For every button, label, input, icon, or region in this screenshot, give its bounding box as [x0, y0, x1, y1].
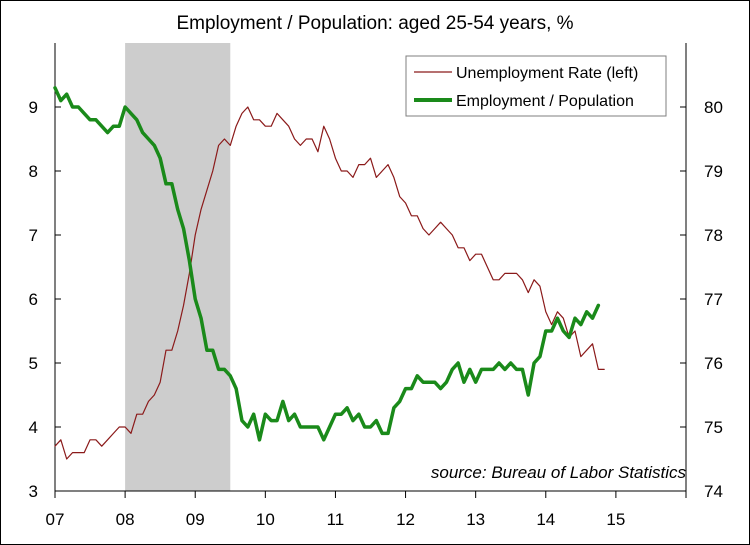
source-note: source: Bureau of Labor Statistics	[431, 463, 687, 482]
legend-label-employment: Employment / Population	[456, 93, 634, 110]
x-tick-label: 10	[256, 510, 275, 529]
left-tick-label: 7	[29, 226, 38, 245]
left-axis-ticks: 3 4 5 6 7 8 9	[29, 98, 61, 501]
axes	[54, 43, 687, 492]
x-tick-label: 12	[396, 510, 415, 529]
series-line-unemployment	[54, 106, 605, 460]
right-tick-label: 79	[704, 162, 723, 181]
right-tick-label: 78	[704, 226, 723, 245]
right-tick-label: 75	[704, 418, 723, 437]
x-tick-label: 08	[116, 510, 135, 529]
x-tick-label: 11	[327, 510, 345, 529]
right-tick-label: 80	[704, 98, 723, 117]
right-axis-ticks: 74 75 76 77 78 79 80	[680, 98, 723, 501]
left-tick-label: 3	[29, 482, 38, 501]
series-layer	[53, 86, 605, 460]
right-tick-label: 76	[704, 354, 723, 373]
left-tick-label: 4	[29, 418, 38, 437]
legend-label-unemployment: Unemployment Rate (left)	[456, 65, 638, 82]
x-tick-label: 13	[466, 510, 485, 529]
recession-band	[125, 43, 231, 491]
right-tick-label: 77	[704, 290, 723, 309]
left-tick-label: 6	[29, 290, 38, 309]
legend-box	[405, 55, 667, 117]
x-tick-label: 07	[46, 510, 65, 529]
legend: Unemployment Rate (left) Employment / Po…	[405, 55, 667, 117]
left-tick-label: 8	[29, 162, 38, 181]
series-line-employment	[53, 86, 601, 442]
x-tick-label: 14	[536, 510, 555, 529]
chart-title: Employment / Population: aged 25-54 year…	[176, 13, 573, 34]
x-tick-label: 09	[186, 510, 205, 529]
right-tick-label: 74	[704, 482, 723, 501]
left-tick-label: 5	[29, 354, 38, 373]
x-axis-ticks: 07 08 09 10 11 12 13 14 15	[46, 491, 687, 529]
x-tick-label: 15	[606, 510, 625, 529]
left-tick-label: 9	[29, 98, 38, 117]
